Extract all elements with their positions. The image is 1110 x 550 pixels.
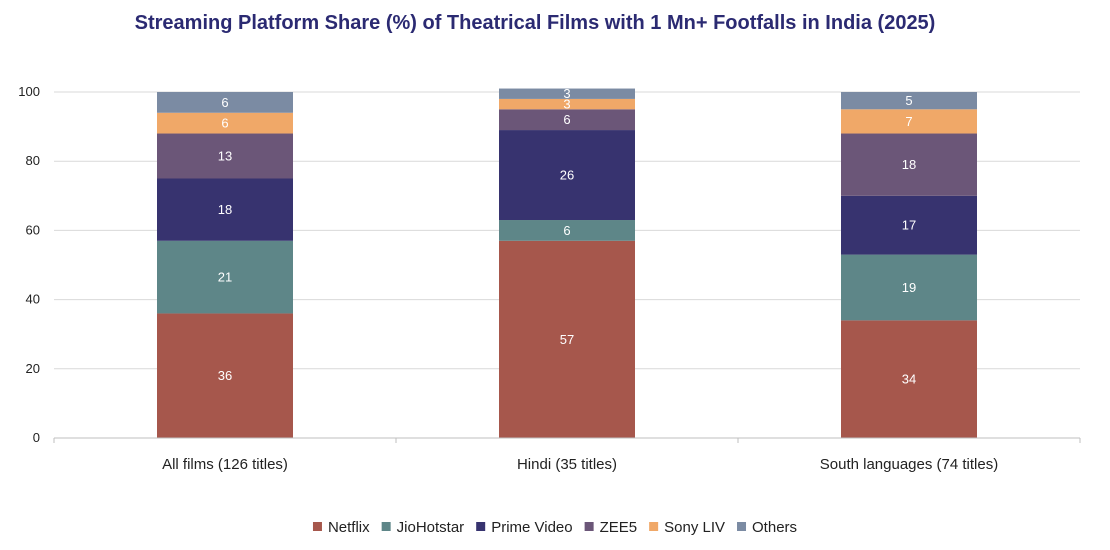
bar-segment [157, 178, 293, 241]
legend-item: Netflix [312, 519, 370, 536]
data-label: 3 [563, 86, 570, 101]
legend: Netflix JioHotstar Prime Video ZEE5 Sony LIV… [312, 519, 797, 536]
bar-segment [841, 133, 977, 196]
y-tick-label: 80 [26, 153, 40, 168]
data-label: 26 [560, 168, 574, 183]
data-label: 3 [563, 97, 570, 112]
bar-segment [157, 112, 293, 134]
legend-item: JioHotstar [381, 519, 465, 536]
y-tick-label: 0 [33, 430, 40, 445]
category-label: South languages (74 titles) [820, 456, 998, 473]
category-label: All films (126 titles) [162, 456, 288, 473]
y-axis: 0 20 40 60 80 100 [18, 84, 40, 445]
legend-swatch [381, 522, 391, 531]
category-label: Hindi (35 titles) [517, 456, 617, 473]
legend-swatch [312, 522, 322, 531]
data-label: 6 [563, 112, 570, 127]
legend-swatch [476, 522, 486, 531]
data-label: 21 [218, 270, 232, 285]
data-label: 5 [905, 93, 912, 108]
bar-segment [499, 240, 635, 438]
chart-title: Streaming Platform Share (%) of Theatric… [135, 12, 936, 34]
data-label: 17 [902, 218, 916, 233]
data-label: 6 [221, 116, 228, 131]
data-label: 6 [221, 95, 228, 110]
data-label: 13 [218, 149, 232, 164]
bar-segment [157, 92, 293, 113]
legend-label: ZEE5 [600, 519, 638, 536]
y-tick-label: 40 [26, 292, 40, 307]
legend-label: Sony LIV [664, 519, 725, 536]
y-tick-label: 100 [18, 84, 40, 99]
bar-segment [499, 109, 635, 131]
bar-segment [499, 98, 635, 110]
legend-label: Netflix [328, 519, 370, 536]
bar-segment [841, 254, 977, 321]
data-label: 19 [902, 280, 916, 295]
data-label: 36 [218, 368, 232, 383]
legend-item: ZEE5 [584, 519, 638, 536]
data-label: 7 [905, 114, 912, 129]
data-label: 34 [902, 372, 916, 387]
bar-segment [841, 109, 977, 134]
legend-swatch [584, 522, 594, 531]
data-label: 18 [218, 202, 232, 217]
bar-segment [499, 220, 635, 241]
legend-label: Prime Video [491, 519, 572, 536]
legend-swatch [649, 522, 659, 531]
data-label: 18 [902, 157, 916, 172]
bar-segment [157, 240, 293, 314]
data-label: 6 [563, 223, 570, 238]
bar-segment [157, 313, 293, 438]
bar-segment [841, 195, 977, 255]
legend-swatch [737, 522, 747, 531]
bar-segment [499, 88, 635, 99]
data-label: 57 [560, 332, 574, 347]
legend-item: Sony LIV [649, 519, 725, 536]
y-tick-label: 20 [26, 361, 40, 376]
legend-item: Prime Video [476, 519, 573, 536]
legend-item: Others [737, 519, 797, 536]
y-tick-label: 60 [26, 222, 40, 237]
bar-segment [841, 92, 977, 110]
legend-label: JioHotstar [397, 519, 465, 536]
bar-segment [499, 130, 635, 221]
bar-segment [841, 320, 977, 438]
bar-segment [157, 133, 293, 179]
legend-label: Others [752, 519, 797, 536]
x-axis: All films (126 titles) Hindi (35 titles) S… [53, 437, 1081, 473]
